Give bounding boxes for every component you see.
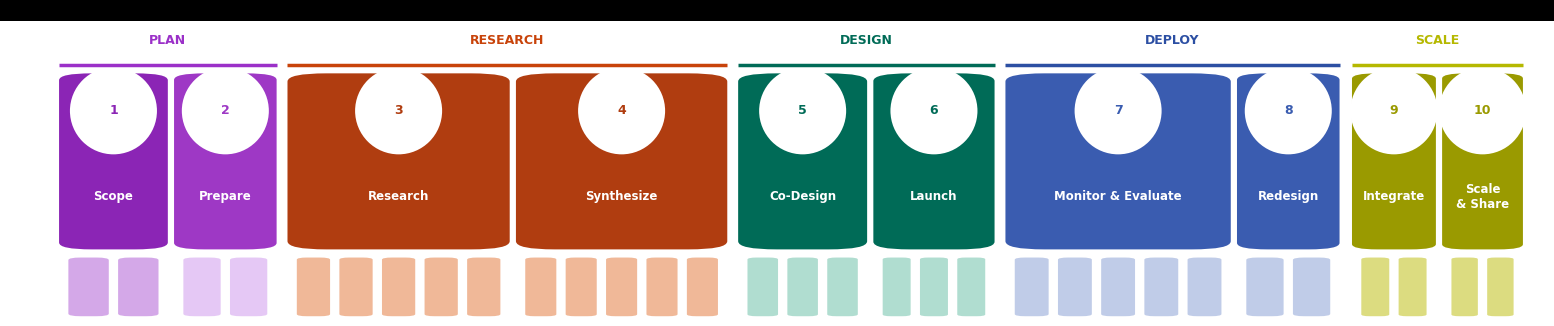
FancyBboxPatch shape [382,258,415,316]
FancyBboxPatch shape [468,258,500,316]
Text: 5: 5 [799,104,807,117]
Text: Launch: Launch [911,190,957,203]
Text: 2: 2 [221,104,230,117]
FancyBboxPatch shape [687,258,718,316]
FancyBboxPatch shape [747,258,779,316]
FancyBboxPatch shape [287,73,510,249]
Text: Scale
& Share: Scale & Share [1456,183,1509,211]
Text: DESIGN: DESIGN [839,34,894,47]
FancyBboxPatch shape [1144,258,1178,316]
FancyBboxPatch shape [297,258,329,316]
Text: 4: 4 [617,104,626,117]
Text: 1: 1 [109,104,118,117]
FancyBboxPatch shape [59,73,168,249]
FancyBboxPatch shape [1487,258,1514,316]
FancyBboxPatch shape [1005,73,1231,249]
FancyBboxPatch shape [957,258,985,316]
FancyBboxPatch shape [1058,258,1092,316]
FancyBboxPatch shape [606,258,637,316]
Text: 7: 7 [1114,104,1122,117]
Ellipse shape [1075,67,1161,154]
Text: 9: 9 [1389,104,1399,117]
Text: Integrate: Integrate [1363,190,1425,203]
FancyBboxPatch shape [1246,258,1284,316]
FancyBboxPatch shape [0,21,1554,326]
FancyBboxPatch shape [788,258,817,316]
FancyBboxPatch shape [68,258,109,316]
Text: Redesign: Redesign [1257,190,1319,203]
FancyBboxPatch shape [339,258,373,316]
Text: SCALE: SCALE [1416,34,1459,47]
FancyBboxPatch shape [1352,73,1436,249]
Ellipse shape [578,67,665,154]
FancyBboxPatch shape [1361,258,1389,316]
FancyBboxPatch shape [118,258,159,316]
Text: 10: 10 [1473,104,1492,117]
Text: DEPLOY: DEPLOY [1145,34,1200,47]
FancyBboxPatch shape [566,258,597,316]
FancyBboxPatch shape [1015,258,1049,316]
FancyBboxPatch shape [1293,258,1330,316]
FancyBboxPatch shape [873,73,995,249]
FancyBboxPatch shape [1399,258,1427,316]
FancyBboxPatch shape [1237,73,1340,249]
Ellipse shape [1350,67,1437,154]
Text: Synthesize: Synthesize [586,190,657,203]
FancyBboxPatch shape [1102,258,1134,316]
FancyBboxPatch shape [738,73,867,249]
Ellipse shape [758,67,847,154]
Text: Scope: Scope [93,190,134,203]
FancyBboxPatch shape [827,258,858,316]
FancyBboxPatch shape [525,258,556,316]
FancyBboxPatch shape [183,258,221,316]
FancyBboxPatch shape [920,258,948,316]
Ellipse shape [1439,67,1526,154]
Text: Monitor & Evaluate: Monitor & Evaluate [1054,190,1183,203]
Text: 3: 3 [395,104,402,117]
Text: Research: Research [368,190,429,203]
Text: 8: 8 [1284,104,1293,117]
FancyBboxPatch shape [516,73,727,249]
Ellipse shape [1245,67,1332,154]
FancyBboxPatch shape [174,73,277,249]
FancyBboxPatch shape [1451,258,1478,316]
Ellipse shape [890,67,977,154]
Ellipse shape [182,67,269,154]
FancyBboxPatch shape [1442,73,1523,249]
Text: Prepare: Prepare [199,190,252,203]
Text: Co-Design: Co-Design [769,190,836,203]
FancyBboxPatch shape [646,258,678,316]
Text: PLAN: PLAN [149,34,186,47]
Text: RESEARCH: RESEARCH [471,34,544,47]
Text: 6: 6 [929,104,939,117]
Ellipse shape [354,67,441,154]
FancyBboxPatch shape [230,258,267,316]
FancyBboxPatch shape [883,258,911,316]
FancyBboxPatch shape [424,258,458,316]
Ellipse shape [70,67,157,154]
FancyBboxPatch shape [1187,258,1221,316]
